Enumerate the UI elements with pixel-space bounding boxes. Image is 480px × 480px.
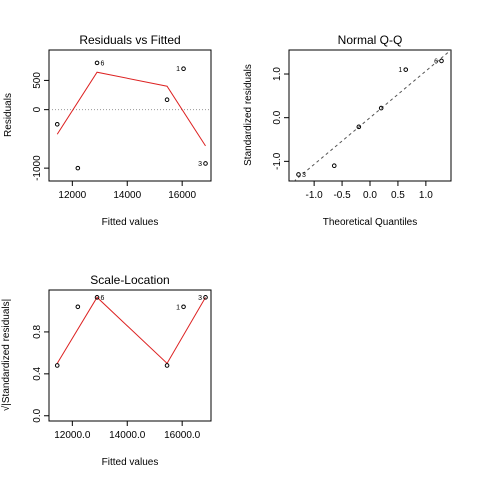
point-label: 1 (176, 66, 180, 73)
panel-title: Normal Q-Q (338, 33, 403, 47)
x-tick-label: 12000.0 (54, 430, 91, 441)
smoother-line (56, 71, 206, 147)
data-point (164, 97, 170, 103)
data-point (75, 304, 81, 310)
y-axis-label: Standardized residuals (243, 64, 254, 166)
data-point (378, 105, 384, 111)
plot-frame (288, 49, 452, 182)
panel-scale-location: Scale-Location Fitted values √|Standardi… (0, 273, 212, 468)
point-label: 6 (101, 60, 105, 67)
x-tick-label: 16000.0 (164, 430, 201, 441)
y-tick-label: 0 (32, 106, 43, 112)
smoother-line (56, 296, 206, 365)
data-point (181, 66, 186, 72)
y-tick-label: 0.4 (32, 366, 43, 380)
plot-frame (48, 289, 212, 422)
point-label: 3 (302, 172, 306, 179)
data-point (164, 363, 170, 368)
data-point (203, 161, 208, 166)
x-axis-label: Theoretical Quantiles (323, 217, 418, 228)
data-point (75, 165, 81, 171)
x-tick-label: 14000.0 (109, 430, 146, 441)
point-label: 3 (198, 295, 202, 302)
y-tick-label: -1.0 (272, 152, 283, 170)
data-point (94, 60, 100, 66)
x-tick-label: 0.5 (391, 190, 405, 201)
plot-frame (48, 49, 212, 182)
point-label: 3 (198, 161, 202, 168)
point-label: 6 (101, 295, 105, 302)
y-tick-label: -1000 (32, 155, 43, 181)
data-point (356, 124, 362, 130)
x-tick-label: 16000 (168, 190, 196, 201)
y-axis-label: √|Standardized residuals| (0, 299, 12, 411)
x-tick-label: 0.0 (363, 190, 377, 201)
data-point (54, 121, 60, 127)
data-point (296, 172, 301, 177)
data-point (403, 67, 409, 72)
x-tick-label: 12000 (58, 190, 86, 201)
qq-reference-line (293, 50, 451, 181)
panel-title: Residuals vs Fitted (79, 33, 180, 47)
y-tick-label: 500 (32, 72, 43, 89)
data-point (94, 295, 100, 300)
data-point (181, 304, 186, 310)
x-tick-label: 1.0 (419, 190, 433, 201)
data-point (331, 163, 337, 169)
point-label: 1 (176, 304, 180, 311)
y-tick-label: 0.8 (32, 325, 43, 339)
point-label: 1 (398, 67, 402, 74)
x-axis-label: Fitted values (102, 217, 159, 228)
x-tick-label: -0.5 (333, 190, 351, 201)
data-point (439, 58, 444, 64)
point-label: 6 (434, 58, 438, 65)
data-point (203, 295, 208, 300)
y-tick-label: 0.0 (32, 408, 43, 422)
y-axis-label: Residuals (3, 93, 14, 137)
x-axis-label: Fitted values (102, 457, 159, 468)
x-tick-label: 14000 (113, 190, 141, 201)
y-tick-label: 1.0 (272, 67, 283, 81)
y-tick-label: 0.0 (272, 110, 283, 124)
data-point (54, 363, 60, 368)
x-tick-label: -1.0 (306, 190, 324, 201)
panel-residuals-vs-fitted: Residuals vs Fitted Fitted values Residu… (3, 33, 212, 228)
panel-title: Scale-Location (90, 273, 169, 287)
panel-normal-qq: Normal Q-Q Theoretical Quantiles Standar… (243, 33, 452, 228)
